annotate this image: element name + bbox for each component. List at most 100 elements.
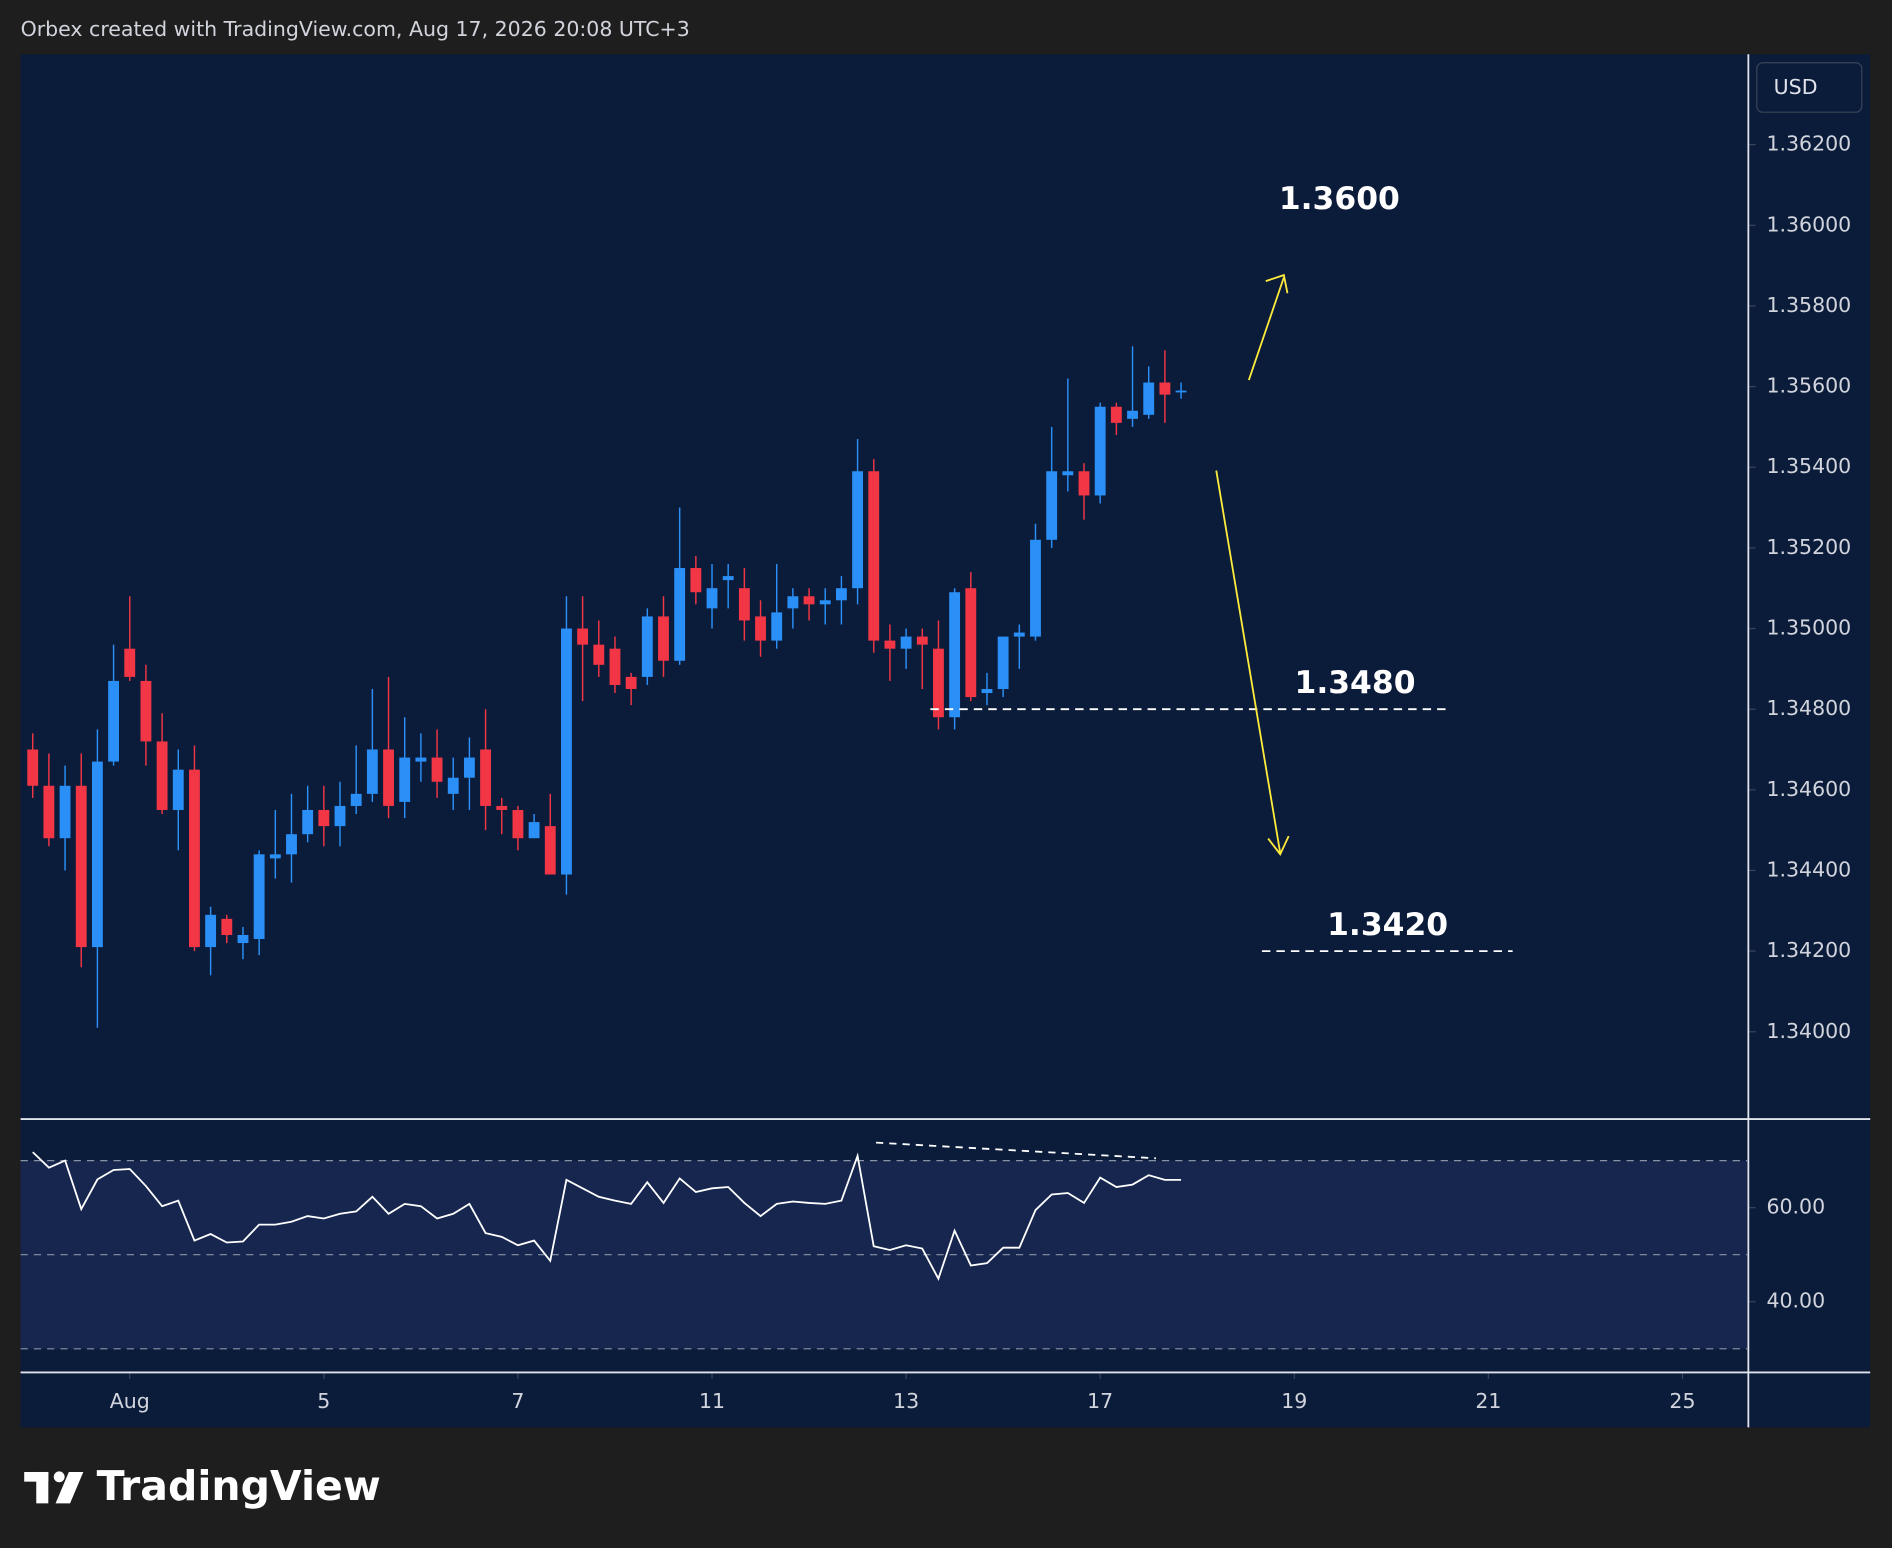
y-tick-label: 1.35600 bbox=[1766, 374, 1851, 398]
arrow-head bbox=[1265, 273, 1289, 294]
candle-body bbox=[803, 596, 815, 605]
candle-body bbox=[852, 471, 864, 589]
y-tick-label: 1.35000 bbox=[1766, 616, 1851, 640]
candle-body bbox=[997, 636, 1009, 690]
y-tick-label: 1.35800 bbox=[1766, 293, 1851, 317]
candle-body bbox=[1013, 632, 1025, 637]
candle-body bbox=[528, 822, 540, 839]
candle-body bbox=[593, 644, 605, 665]
candle-body bbox=[1046, 471, 1058, 540]
candle-body bbox=[124, 648, 136, 677]
candle-body bbox=[140, 680, 152, 742]
candle-body bbox=[722, 576, 734, 581]
candle-body bbox=[350, 793, 362, 806]
candle-body bbox=[237, 934, 249, 944]
candle-body bbox=[965, 588, 977, 698]
candle-body bbox=[561, 628, 572, 875]
candle-body bbox=[658, 616, 669, 661]
x-tick-label: 19 bbox=[1281, 1389, 1307, 1413]
candle-body bbox=[512, 809, 524, 839]
currency-box[interactable] bbox=[1756, 62, 1863, 113]
y-tick-label: 1.34600 bbox=[1766, 777, 1851, 801]
candle-body bbox=[302, 809, 314, 835]
candle-body bbox=[480, 749, 492, 806]
level-label: 1.3600 bbox=[1279, 181, 1400, 217]
candle-body bbox=[399, 757, 411, 802]
currency: USD bbox=[1774, 75, 1818, 99]
y-tick-label: 1.34200 bbox=[1766, 938, 1851, 962]
candle-body bbox=[884, 640, 896, 649]
candle-body bbox=[1078, 471, 1090, 496]
candle-body bbox=[463, 757, 475, 778]
candle-body bbox=[544, 826, 556, 875]
y-tick-label: 1.36200 bbox=[1766, 132, 1851, 156]
y-tick-label: 1.35200 bbox=[1766, 535, 1851, 559]
candle-body bbox=[1175, 390, 1187, 393]
arrow-down bbox=[1215, 470, 1282, 854]
x-tick-label: Aug bbox=[110, 1389, 150, 1413]
logo bbox=[24, 1471, 84, 1504]
candle-body bbox=[1110, 406, 1122, 423]
header: Orbex created with TradingView.com, Aug … bbox=[21, 17, 690, 41]
candle-body bbox=[1127, 410, 1138, 419]
level-label: 1.3420 bbox=[1327, 907, 1448, 943]
candle-body bbox=[27, 749, 39, 786]
x-tick-label: 21 bbox=[1475, 1389, 1501, 1413]
candle-body bbox=[981, 689, 993, 694]
arrow-up bbox=[1247, 277, 1285, 381]
x-tick-label: 11 bbox=[699, 1389, 725, 1413]
candle-body bbox=[91, 761, 103, 948]
candle-body bbox=[431, 757, 443, 782]
candle-body bbox=[674, 568, 686, 661]
rsi-tick-label: 40.00 bbox=[1766, 1289, 1825, 1313]
candle-body bbox=[205, 914, 217, 948]
candle-body bbox=[366, 749, 378, 794]
candle-body bbox=[868, 471, 880, 641]
candle-body bbox=[933, 648, 944, 718]
candle-body bbox=[900, 636, 912, 649]
rsi-tick-label: 60.00 bbox=[1766, 1195, 1825, 1219]
candle-body bbox=[819, 600, 831, 605]
candle-body bbox=[949, 592, 961, 718]
rsi-line bbox=[32, 1151, 1182, 1281]
candle-body bbox=[318, 809, 330, 827]
candle-body bbox=[706, 588, 718, 609]
candle-body bbox=[221, 918, 233, 935]
x-tick-label: 25 bbox=[1669, 1389, 1695, 1413]
candle-body bbox=[189, 769, 200, 948]
y-tick-label: 1.34400 bbox=[1766, 857, 1851, 881]
y-tick-label: 1.34800 bbox=[1766, 696, 1851, 720]
candle-body bbox=[835, 588, 847, 601]
candle-body bbox=[253, 854, 265, 940]
candle-body bbox=[383, 749, 394, 806]
candle-body bbox=[1062, 471, 1074, 476]
candle-body bbox=[625, 676, 637, 690]
candle-body bbox=[415, 757, 427, 762]
candle-body bbox=[1143, 382, 1155, 415]
candle-body bbox=[269, 854, 281, 859]
level-label: 1.3480 bbox=[1295, 665, 1416, 701]
candle-body bbox=[334, 805, 346, 827]
footer-brand: TradingView bbox=[97, 1462, 381, 1510]
candle-body bbox=[690, 568, 702, 593]
y-tick-label: 1.35400 bbox=[1766, 454, 1851, 478]
candle-body bbox=[641, 616, 653, 677]
divergence-line bbox=[875, 1141, 1156, 1160]
candle-body bbox=[771, 612, 783, 641]
logo-part bbox=[36, 1471, 49, 1504]
candle-body bbox=[172, 769, 184, 810]
x-tick-label: 5 bbox=[317, 1389, 330, 1413]
logo-part bbox=[55, 1471, 84, 1504]
arrow-head bbox=[1267, 835, 1290, 856]
candle-body bbox=[609, 648, 621, 685]
candle-body bbox=[59, 785, 71, 839]
x-tick-label: 17 bbox=[1087, 1389, 1113, 1413]
candle-body bbox=[787, 596, 799, 609]
candle-body bbox=[108, 680, 120, 762]
plot: 1.36200 1.36000 1.35800 1.35600 1.35400 1.352… bbox=[20, 132, 1851, 1413]
logo-part bbox=[53, 1471, 65, 1483]
candle-body bbox=[43, 785, 55, 839]
candle-body bbox=[75, 785, 87, 948]
